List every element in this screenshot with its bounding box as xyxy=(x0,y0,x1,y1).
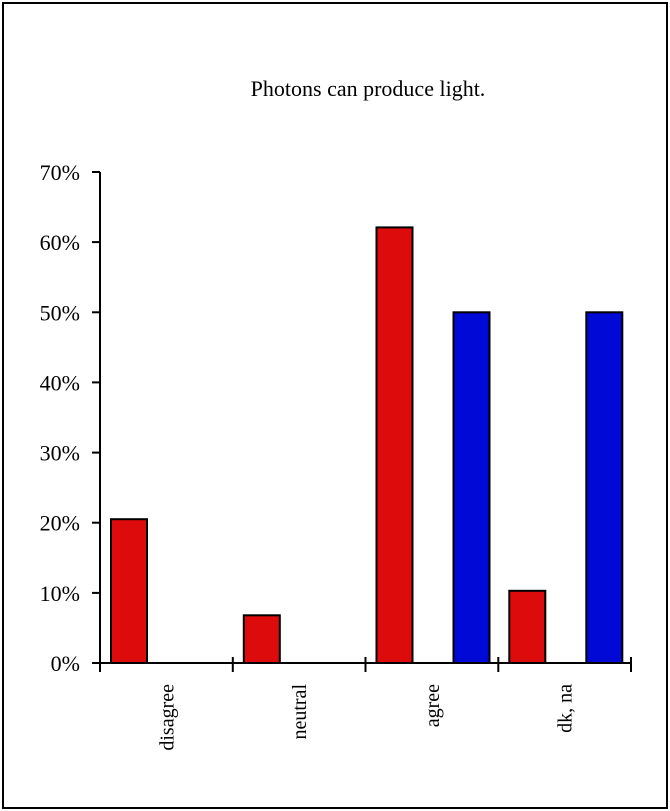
axes-layer xyxy=(92,171,632,672)
y-tick-label: 50% xyxy=(40,300,80,325)
y-tick-label: 60% xyxy=(40,230,80,255)
y-tick-label: 30% xyxy=(40,441,80,466)
x-tick-label: agree xyxy=(422,684,444,727)
bar-series1-agree xyxy=(375,226,414,664)
bar-series2-agree xyxy=(452,311,491,664)
y-tick-label: 40% xyxy=(40,370,80,395)
bars-layer xyxy=(110,226,624,665)
chart-title: Photons can produce light. xyxy=(251,76,486,101)
y-tick-label: 20% xyxy=(40,511,80,536)
y-tick-label: 70% xyxy=(40,160,80,185)
bar-series1-neutral xyxy=(242,614,281,664)
x-tick-label: neutral xyxy=(289,684,311,740)
labels-layer: 0% 10% 20% 30% 40% 50% 60% 70% disagree neutral ag… xyxy=(40,160,577,751)
y-tick-label: 10% xyxy=(40,581,80,606)
bar-series1-dk-na xyxy=(508,589,547,664)
x-tick-label: dk, na xyxy=(555,684,577,733)
x-tick-label: disagree xyxy=(156,684,178,751)
bar-series1-disagree xyxy=(110,518,148,665)
bar-series2-dk-na xyxy=(585,311,624,664)
y-tick-label: 0% xyxy=(51,651,80,676)
